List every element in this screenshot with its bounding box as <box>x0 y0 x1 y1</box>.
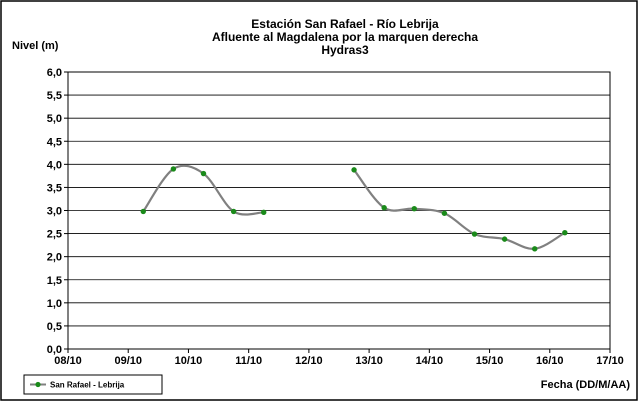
data-point <box>170 166 177 172</box>
x-tick-label: 12/10 <box>295 355 323 367</box>
y-tick-label: 1,5 <box>47 275 62 287</box>
x-tick-label: 08/10 <box>54 355 82 367</box>
x-tick-label: 13/10 <box>355 355 383 367</box>
y-tick-label: 1,0 <box>47 298 62 310</box>
y-tick-label: 2,5 <box>47 229 62 241</box>
y-tick-label: 3,0 <box>47 206 62 218</box>
y-tick-label: 0,0 <box>47 344 62 356</box>
legend-entry-label: San Rafael - Lebrija <box>50 381 125 390</box>
chart-title-line-3: Hydras3 <box>321 43 369 57</box>
data-point <box>200 170 207 177</box>
y-tick-label: 6,0 <box>47 67 62 79</box>
data-point <box>411 205 417 212</box>
y-tick-label: 0,5 <box>47 321 62 333</box>
data-point <box>261 209 267 216</box>
data-point <box>471 231 478 237</box>
y-tick-label: 5,0 <box>47 113 62 125</box>
plot-area: 0,0 0,5 1,0 1,5 2,0 2,5 3,0 3,5 4,0 4,5 5,0 5,5 6,0 0… <box>47 67 624 367</box>
x-tick-label: 17/10 <box>596 355 624 367</box>
y-tick-label: 4,0 <box>47 159 62 171</box>
data-point <box>501 236 508 242</box>
data-point <box>532 246 538 252</box>
data-point <box>230 208 237 215</box>
chart-title-line-1: Estación San Rafael - Río Lebrija <box>251 17 439 31</box>
x-tick-label: 09/10 <box>114 355 142 367</box>
x-tick-label: 15/10 <box>476 355 504 367</box>
legend-box <box>23 374 163 395</box>
x-tick-label: 14/10 <box>416 355 444 367</box>
data-point <box>140 208 146 215</box>
legend: San Rafael - Lebrija <box>23 374 163 395</box>
y-tick-label: 2,0 <box>47 252 62 264</box>
data-point <box>381 205 387 211</box>
data-point <box>441 210 448 216</box>
y-tick-label: 5,5 <box>47 90 62 102</box>
y-tick-label: 3,5 <box>47 182 62 194</box>
y-axis-label: Nivel (m) <box>12 40 59 52</box>
x-tick-label: 16/10 <box>536 355 564 367</box>
y-tick-label: 4,5 <box>47 136 62 148</box>
legend-marker-swatch <box>35 381 41 388</box>
data-point <box>351 167 357 173</box>
x-axis-label: Fecha (DD/M/AA) <box>541 379 631 391</box>
x-tick-label: 10/10 <box>175 355 203 367</box>
data-point <box>562 229 568 236</box>
x-tick-label: 11/10 <box>235 355 262 367</box>
chart-title-line-2: Afluente al Magdalena por la marquen der… <box>212 30 478 44</box>
